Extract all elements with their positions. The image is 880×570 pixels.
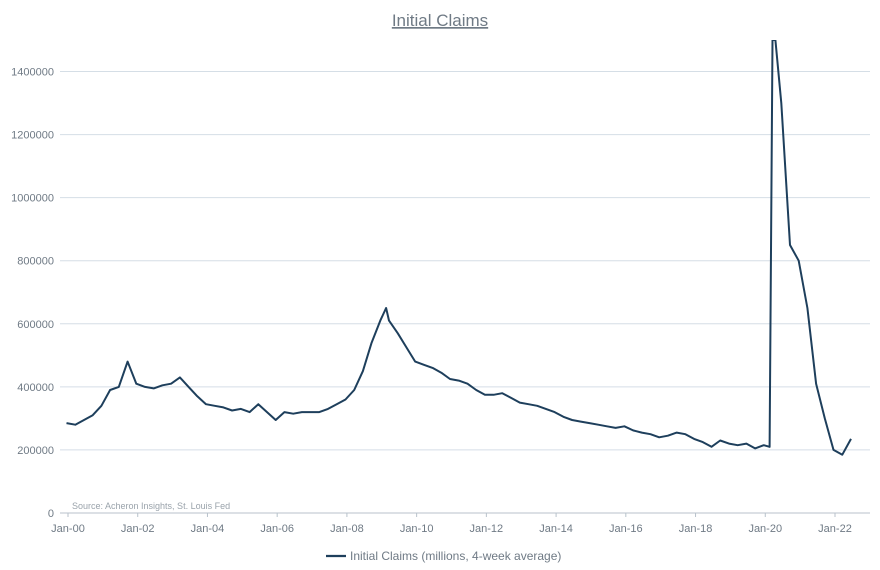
legend-label: Initial Claims (millions, 4-week average… xyxy=(350,549,561,563)
y-axis: 0 200000 400000 600000 800000 1000000 1200000 1… xyxy=(11,67,54,520)
y-tick-label: 1000000 xyxy=(11,193,54,205)
source-note: Source: Acheron Insights, St. Louis Fed xyxy=(72,501,230,511)
x-tick-label: Jan-10 xyxy=(400,523,434,535)
y-tick-label: 1200000 xyxy=(11,130,54,142)
y-tick-label: 0 xyxy=(48,508,54,520)
x-tick-label: Jan-06 xyxy=(260,523,294,535)
x-tick-label: Jan-08 xyxy=(330,523,364,535)
x-tick-label: Jan-14 xyxy=(539,523,573,535)
legend: Initial Claims (millions, 4-week average… xyxy=(326,549,561,563)
y-tick-label: 600000 xyxy=(17,319,54,331)
series-layer xyxy=(66,40,852,456)
x-tick-label: Jan-04 xyxy=(191,523,225,535)
y-tick-label: 1400000 xyxy=(11,67,54,79)
x-tick-label: Jan-18 xyxy=(679,523,713,535)
chart-title: Initial Claims xyxy=(392,11,488,30)
x-tick-label: Jan-16 xyxy=(609,523,643,535)
gridlines xyxy=(60,71,870,514)
x-tick-label: Jan-12 xyxy=(470,523,504,535)
x-tick-label: Jan-22 xyxy=(818,523,852,535)
y-tick-label: 800000 xyxy=(17,256,54,268)
x-tick-label: Jan-20 xyxy=(748,523,782,535)
x-tick-label: Jan-02 xyxy=(121,523,155,535)
x-axis: Jan-00 Jan-02 Jan-04 Jan-06 Jan-08 Jan-10 Jan-… xyxy=(51,513,852,535)
y-tick-label: 200000 xyxy=(17,445,54,457)
x-tick-label: Jan-00 xyxy=(51,523,85,535)
series-line-initial-claims xyxy=(66,40,852,456)
y-tick-label: 400000 xyxy=(17,382,54,394)
